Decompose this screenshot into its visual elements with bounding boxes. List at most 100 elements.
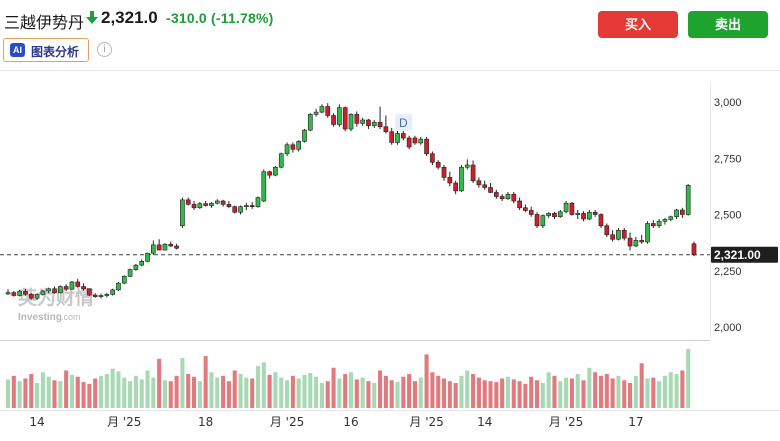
candle[interactable] (459, 166, 464, 192)
candle[interactable] (377, 121, 383, 128)
candle[interactable] (616, 229, 621, 240)
candle[interactable] (505, 193, 511, 200)
candle[interactable] (348, 114, 354, 130)
candle[interactable] (197, 203, 203, 209)
candle[interactable] (685, 184, 691, 215)
candle[interactable] (255, 197, 261, 207)
candle[interactable] (499, 196, 505, 200)
candle[interactable] (406, 137, 412, 148)
candle[interactable] (331, 115, 336, 125)
candle[interactable] (52, 288, 57, 294)
candle[interactable] (209, 202, 214, 206)
candle[interactable] (261, 171, 267, 202)
candle[interactable] (511, 193, 517, 202)
candle[interactable] (447, 177, 453, 184)
candle[interactable] (412, 137, 418, 144)
candle[interactable] (319, 106, 325, 113)
candle[interactable] (46, 288, 52, 292)
candle[interactable] (81, 286, 86, 290)
candle[interactable] (587, 211, 592, 220)
candle[interactable] (517, 200, 522, 209)
candle[interactable] (214, 200, 220, 204)
candle[interactable] (273, 166, 278, 176)
candle[interactable] (104, 294, 110, 296)
candle[interactable] (400, 133, 406, 139)
candle[interactable] (383, 126, 389, 132)
candle[interactable] (581, 213, 586, 220)
candle[interactable] (424, 138, 429, 155)
candle[interactable] (185, 199, 191, 205)
candle[interactable] (278, 153, 284, 168)
candle[interactable] (156, 244, 162, 251)
candle[interactable] (28, 293, 34, 299)
candle[interactable] (34, 294, 40, 299)
candle[interactable] (598, 214, 604, 227)
candle[interactable] (395, 133, 400, 143)
candle[interactable] (232, 206, 238, 213)
candle[interactable] (523, 207, 528, 211)
candle[interactable] (592, 211, 598, 215)
candle[interactable] (313, 111, 319, 115)
candle[interactable] (482, 184, 488, 188)
candle[interactable] (534, 214, 540, 227)
candle[interactable] (645, 223, 650, 243)
candle[interactable] (342, 107, 348, 130)
candle[interactable] (191, 204, 197, 209)
candle[interactable] (435, 162, 441, 168)
candle[interactable] (238, 206, 243, 213)
candle[interactable] (650, 223, 656, 227)
sell-button[interactable]: 卖出 (688, 11, 768, 38)
candle[interactable] (87, 288, 92, 296)
candle[interactable] (528, 210, 534, 215)
candle[interactable] (40, 290, 46, 295)
candle[interactable] (226, 204, 232, 207)
candle[interactable] (174, 245, 179, 249)
candle[interactable] (249, 205, 255, 208)
candle[interactable] (691, 243, 697, 256)
candle[interactable] (627, 237, 633, 247)
candle[interactable] (639, 240, 645, 243)
candle[interactable] (557, 211, 563, 218)
candle[interactable] (290, 144, 296, 150)
candle[interactable] (168, 243, 174, 247)
candle[interactable] (633, 240, 639, 247)
candle[interactable] (656, 220, 662, 227)
candle[interactable] (244, 205, 249, 208)
candle[interactable] (110, 289, 115, 295)
candle[interactable] (430, 153, 435, 163)
candle[interactable] (546, 213, 551, 216)
candle[interactable] (540, 215, 546, 227)
candle[interactable] (17, 291, 22, 296)
price-chart[interactable]: 英为财情 Investing .com 3,000 2,750 2,500 2,250 2,0… (0, 70, 780, 441)
candle[interactable] (360, 119, 365, 124)
candle[interactable] (203, 203, 208, 206)
candle[interactable] (92, 294, 98, 297)
ai-chart-analysis-button[interactable]: AI 图表分析 (3, 38, 89, 62)
candle[interactable] (307, 114, 313, 131)
candle[interactable] (621, 229, 627, 239)
candle[interactable] (145, 252, 150, 262)
candle[interactable] (610, 234, 615, 240)
candle[interactable] (569, 202, 575, 215)
candle[interactable] (302, 129, 307, 142)
candle[interactable] (57, 286, 63, 294)
candle[interactable] (151, 244, 156, 254)
candle[interactable] (371, 121, 377, 126)
candle[interactable] (325, 106, 331, 116)
candle[interactable] (354, 114, 360, 124)
candle[interactable] (220, 200, 226, 205)
candle[interactable] (662, 219, 668, 222)
candle[interactable] (604, 225, 610, 236)
candle[interactable] (63, 286, 69, 290)
candle[interactable] (23, 291, 28, 295)
candle[interactable] (494, 192, 499, 197)
candle[interactable] (366, 119, 371, 126)
candle[interactable] (552, 213, 557, 218)
candle[interactable] (133, 264, 139, 270)
candle[interactable] (453, 182, 458, 192)
candle[interactable] (121, 276, 127, 284)
candle[interactable] (563, 202, 569, 213)
candle[interactable] (296, 141, 302, 150)
candle[interactable] (69, 281, 75, 290)
candle[interactable] (75, 281, 81, 287)
